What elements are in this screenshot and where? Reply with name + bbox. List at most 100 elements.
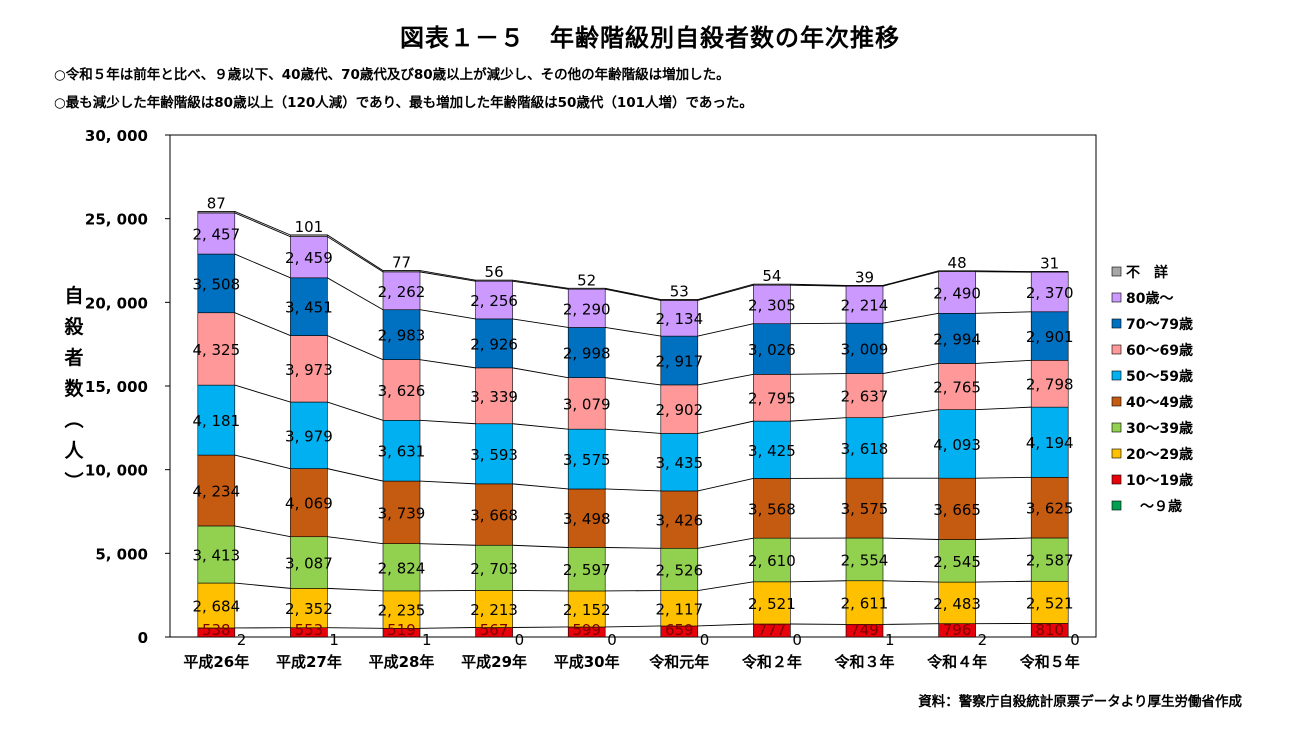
bar-segment bbox=[475, 279, 513, 282]
y-axis-title-char: 者 bbox=[64, 347, 83, 369]
bar-segment bbox=[475, 318, 513, 369]
data-label: 3, 079 bbox=[563, 395, 611, 413]
bar-segment bbox=[845, 477, 884, 539]
bar-segment bbox=[938, 409, 976, 479]
data-label: 538 bbox=[202, 621, 231, 639]
data-label: 3, 087 bbox=[285, 555, 333, 573]
data-label: 2, 926 bbox=[470, 335, 518, 353]
x-tick-label: 令和５年 bbox=[1020, 653, 1080, 671]
data-label: 796 bbox=[943, 621, 972, 639]
data-label: 2, 490 bbox=[933, 284, 981, 302]
data-label: 4, 234 bbox=[192, 483, 240, 501]
data-label: 2, 526 bbox=[655, 561, 703, 579]
series-connector-line bbox=[197, 212, 1069, 301]
data-label: 56 bbox=[485, 263, 504, 281]
bar-segment bbox=[382, 309, 421, 360]
legend-swatch bbox=[1111, 318, 1122, 329]
x-tick-label: 令和４年 bbox=[927, 653, 987, 671]
bar-segment bbox=[567, 327, 606, 378]
series-connector-line bbox=[197, 211, 1069, 300]
bar-segment bbox=[660, 547, 699, 591]
bar-segment bbox=[753, 284, 791, 325]
data-label: 48 bbox=[948, 254, 967, 272]
bar-segment bbox=[845, 285, 884, 287]
bar-segment bbox=[1030, 537, 1069, 582]
legend-swatch bbox=[1111, 370, 1122, 381]
bar-segment bbox=[1030, 271, 1069, 313]
bar-segment bbox=[567, 377, 606, 430]
data-label: 3, 413 bbox=[192, 546, 240, 564]
legend-label: 20～29歳 bbox=[1126, 446, 1193, 463]
bar-segment bbox=[382, 270, 421, 273]
data-label: 3, 575 bbox=[563, 451, 611, 469]
data-label: 39 bbox=[855, 268, 874, 286]
bar-segment bbox=[382, 543, 421, 592]
bar-segment bbox=[938, 270, 976, 272]
data-label: 3, 626 bbox=[378, 382, 426, 400]
data-label: 3, 668 bbox=[470, 507, 518, 525]
data-label: 2, 457 bbox=[192, 226, 240, 244]
legend-swatch bbox=[1111, 500, 1122, 511]
data-label: 1 bbox=[329, 631, 339, 649]
data-label: 2 bbox=[978, 631, 988, 649]
data-label: 3, 339 bbox=[470, 388, 518, 406]
data-label: 2, 290 bbox=[563, 300, 611, 318]
x-tick-label: 令和元年 bbox=[649, 653, 709, 671]
data-label: 3, 426 bbox=[655, 512, 703, 530]
data-label: 3, 665 bbox=[933, 501, 981, 519]
bar-segment bbox=[938, 477, 976, 540]
bar-segment bbox=[197, 582, 236, 629]
data-label: 53 bbox=[670, 283, 689, 301]
bar-segment bbox=[290, 236, 328, 279]
data-label: 2, 459 bbox=[285, 249, 333, 267]
x-tick-label: 令和３年 bbox=[834, 653, 894, 671]
bar-segment bbox=[475, 367, 513, 425]
data-label: 2, 554 bbox=[841, 551, 889, 569]
y-tick-label: 30, 000 bbox=[85, 127, 148, 145]
data-label: 519 bbox=[387, 621, 416, 639]
bar-segment bbox=[197, 312, 236, 386]
bar-segment bbox=[290, 335, 328, 403]
data-label: 599 bbox=[572, 621, 601, 639]
data-label: 2, 901 bbox=[1026, 328, 1074, 346]
x-tick-label: 平成26年 bbox=[183, 653, 249, 671]
bar-segment bbox=[290, 536, 328, 589]
series-connector-line bbox=[197, 580, 1069, 592]
data-label: 2, 765 bbox=[933, 379, 981, 397]
bar-segment bbox=[753, 537, 791, 583]
bar-segment bbox=[382, 359, 421, 421]
data-label: 2, 684 bbox=[192, 598, 240, 616]
bar-segment bbox=[845, 285, 884, 324]
data-label: 3, 631 bbox=[378, 443, 426, 461]
bar-segment bbox=[290, 468, 328, 538]
data-label: 2, 235 bbox=[378, 602, 426, 620]
bar-segment bbox=[660, 384, 699, 434]
bar-segment bbox=[567, 287, 606, 290]
data-label: 2, 917 bbox=[655, 353, 703, 371]
data-label: 3, 973 bbox=[285, 361, 333, 379]
data-label: 0 bbox=[1070, 631, 1080, 649]
data-label: 659 bbox=[665, 621, 694, 639]
bar-segment bbox=[567, 428, 606, 490]
data-label: 2, 521 bbox=[748, 595, 796, 613]
bar-segment bbox=[660, 299, 699, 301]
data-label: 2, 117 bbox=[655, 600, 703, 618]
legend-swatch bbox=[1111, 396, 1122, 407]
chart-title: 図表１－５ 年齢階級別自殺者数の年次推移 bbox=[400, 24, 900, 52]
data-label: 2, 798 bbox=[1026, 376, 1074, 394]
bar-segment bbox=[845, 373, 884, 418]
summary-note-2: ○最も減少した年齢階級は80歳以上（120人減）であり、最も増加した年齢階級は5… bbox=[54, 95, 753, 111]
data-label: 87 bbox=[207, 194, 226, 212]
data-label: 52 bbox=[577, 271, 596, 289]
data-label: 31 bbox=[1040, 255, 1059, 273]
data-label: 4, 181 bbox=[192, 412, 240, 430]
data-label: 2, 370 bbox=[1026, 284, 1074, 302]
data-label: 2, 352 bbox=[285, 600, 333, 618]
bar-segment bbox=[290, 234, 328, 237]
bar-segment bbox=[660, 335, 699, 386]
data-label: 4, 069 bbox=[285, 495, 333, 513]
data-label: 3, 625 bbox=[1026, 500, 1074, 518]
data-label: 0 bbox=[700, 631, 710, 649]
bar-segment bbox=[197, 525, 236, 584]
series-connector-line bbox=[197, 312, 1069, 386]
